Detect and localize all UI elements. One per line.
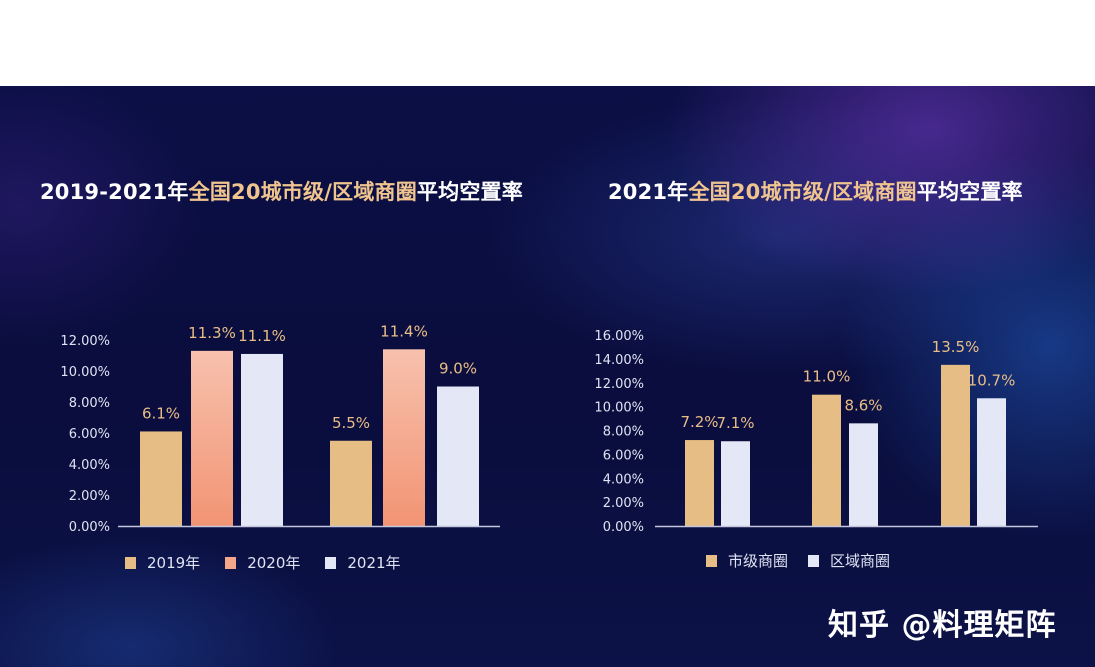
data-label: 8.6%: [844, 396, 882, 414]
data-label: 13.5%: [932, 338, 980, 356]
bar: [383, 349, 425, 526]
y-tick-label: 16.00%: [594, 329, 644, 344]
y-tick-label: 4.00%: [603, 472, 644, 487]
legend-label-2019: 2019年: [147, 554, 201, 572]
legend-swatch-2020: [225, 556, 237, 569]
y-tick-label: 0.00%: [603, 520, 644, 535]
data-label: 7.1%: [716, 414, 754, 432]
y-tick-label: 2.00%: [603, 496, 644, 511]
chart-title-left-suffix: 平均空置率: [416, 180, 523, 204]
chart-panel-background: [0, 86, 1095, 667]
chart-title-right-suffix: 平均空置率: [916, 180, 1023, 204]
y-tick-label: 8.00%: [69, 396, 110, 411]
chart-title-left: 2019-2021年全国20城市级/区域商圈平均空置率: [40, 176, 523, 206]
data-label: 11.4%: [380, 322, 428, 340]
data-label: 10.7%: [968, 371, 1016, 389]
legend-item-2020: 2020年: [225, 552, 300, 573]
y-tick-label: 12.00%: [60, 334, 110, 349]
legend-right: 市级商圈 区域商圈: [706, 550, 910, 571]
chart-title-left-highlight: 全国20城市级/区域商圈: [188, 180, 417, 204]
watermark-text: 知乎 @料理矩阵: [828, 608, 1057, 643]
legend-swatch-city: [706, 554, 717, 567]
y-tick-label: 0.00%: [69, 520, 110, 535]
bar: [685, 440, 714, 526]
data-label: 11.3%: [188, 324, 236, 342]
legend-label-2020: 2020年: [247, 554, 301, 572]
bar: [330, 440, 372, 526]
legend-swatch-2019: [125, 556, 136, 569]
legend-label-district: 区域商圈: [830, 552, 891, 570]
y-tick-label: 4.00%: [69, 458, 110, 473]
bar: [437, 386, 479, 526]
legend-item-2019: 2019年: [125, 552, 200, 573]
data-label: 6.1%: [142, 404, 180, 422]
chart-title-right-prefix: 2021年: [608, 180, 689, 204]
legend-item-2021: 2021年: [325, 552, 401, 573]
data-label: 11.1%: [238, 327, 286, 345]
y-tick-label: 12.00%: [594, 377, 644, 392]
chart-title-left-prefix: 2019-2021年: [40, 180, 189, 204]
y-tick-label: 6.00%: [69, 427, 110, 442]
legend-label-2021: 2021年: [347, 554, 401, 572]
bar: [941, 364, 970, 526]
chart-title-right: 2021年全国20城市级/区域商圈平均空置率: [608, 176, 1023, 206]
bar: [140, 431, 182, 526]
legend-swatch-district: [808, 554, 820, 567]
legend-item-district: 区域商圈: [808, 550, 890, 571]
bar: [721, 441, 750, 526]
chart-title-right-highlight: 全国20城市级/区域商圈: [688, 180, 917, 204]
y-tick-label: 10.00%: [60, 365, 110, 380]
data-label: 9.0%: [439, 360, 477, 378]
bar: [849, 423, 878, 526]
bar: [977, 398, 1006, 526]
y-tick-label: 8.00%: [603, 425, 644, 440]
y-tick-label: 10.00%: [594, 401, 644, 416]
legend-label-city: 市级商圈: [728, 552, 789, 570]
y-tick-label: 6.00%: [603, 448, 644, 463]
bar: [191, 350, 233, 526]
legend-item-city: 市级商圈: [706, 550, 788, 571]
bar: [241, 353, 283, 526]
y-tick-label: 2.00%: [69, 489, 110, 504]
data-label: 5.5%: [332, 414, 370, 432]
data-label: 7.2%: [680, 413, 718, 431]
data-label: 11.0%: [803, 368, 851, 386]
legend-swatch-2021: [325, 556, 337, 569]
legend-left: 2019年 2020年 2021年: [125, 552, 426, 573]
y-tick-label: 14.00%: [594, 353, 644, 368]
bar: [812, 394, 841, 526]
